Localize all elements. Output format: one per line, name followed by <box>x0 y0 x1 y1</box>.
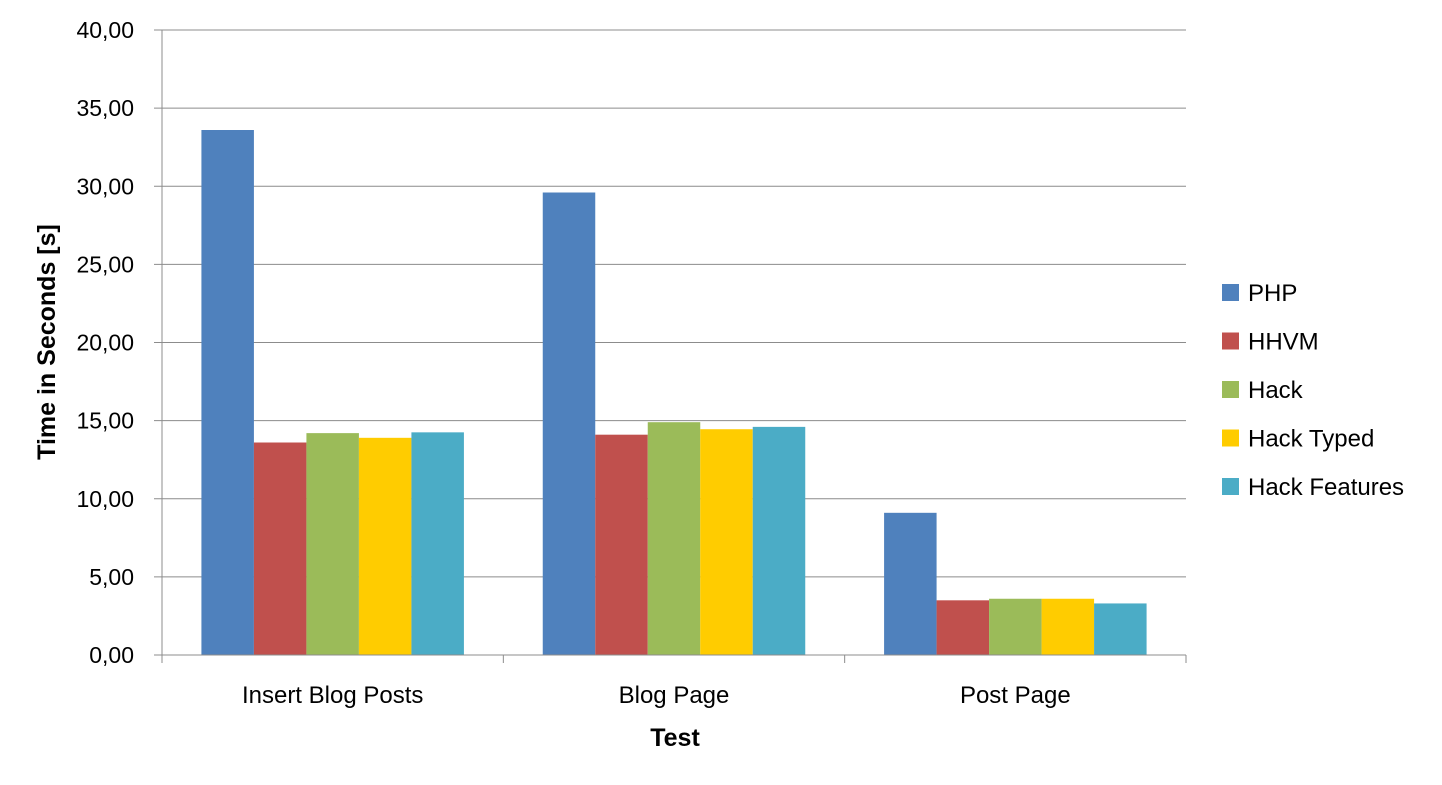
bar-php <box>542 192 596 655</box>
bar-hhvm <box>936 600 990 655</box>
y-tick-label: 15,00 <box>76 408 134 434</box>
bar-hack-features <box>1094 603 1147 655</box>
bar-hack-typed <box>700 429 753 655</box>
legend-label: Hack <box>1248 377 1304 404</box>
legend-swatch <box>1222 429 1239 447</box>
legend-label: PHP <box>1248 280 1297 307</box>
bars <box>201 130 1147 655</box>
legend-label: Hack Features <box>1248 474 1404 501</box>
y-tick-label: 40,00 <box>76 17 134 43</box>
legend-swatch <box>1222 381 1239 398</box>
bar-hhvm <box>595 434 648 655</box>
bar-php <box>884 512 937 655</box>
legend-label: HHVM <box>1248 329 1319 356</box>
bar-hack-features <box>411 432 464 655</box>
y-axis-title: Time in Seconds [s] <box>33 224 61 460</box>
x-category-label: Insert Blog Posts <box>242 682 423 709</box>
y-tick-label: 0,00 <box>89 642 134 668</box>
x-category-label: Post Page <box>960 682 1071 709</box>
x-category-label: Blog Page <box>619 682 730 709</box>
bar-hack-typed <box>1041 598 1095 655</box>
y-tick-labels: 0,00 5,00 10,00 15,00 20,00 25,00 30,00 35,00 40… <box>76 17 134 668</box>
legend-swatch <box>1222 284 1239 301</box>
axes <box>154 29 1187 663</box>
x-category-labels: Insert Blog Posts Blog Page Post Page <box>242 682 1071 709</box>
y-tick-label: 30,00 <box>76 173 134 199</box>
x-axis-title: Test <box>650 724 700 752</box>
bar-hack <box>647 422 701 655</box>
y-tick-label: 5,00 <box>89 564 134 590</box>
bar-hack-features <box>752 426 806 655</box>
bar-hack <box>989 598 1042 655</box>
bar-hhvm <box>253 442 307 655</box>
legend-swatch <box>1222 332 1239 350</box>
y-tick-label: 25,00 <box>76 251 134 277</box>
bar-hack <box>306 433 359 655</box>
legend-label: Hack Typed <box>1248 426 1374 453</box>
legend: PHP HHVM Hack Hack Typed Hack Features <box>1222 280 1404 501</box>
y-tick-label: 10,00 <box>76 486 134 512</box>
bar-php <box>201 130 254 655</box>
legend-swatch <box>1222 478 1239 495</box>
y-tick-label: 35,00 <box>76 95 134 121</box>
y-tick-label: 20,00 <box>76 330 134 356</box>
bar-hack-typed <box>358 437 412 655</box>
